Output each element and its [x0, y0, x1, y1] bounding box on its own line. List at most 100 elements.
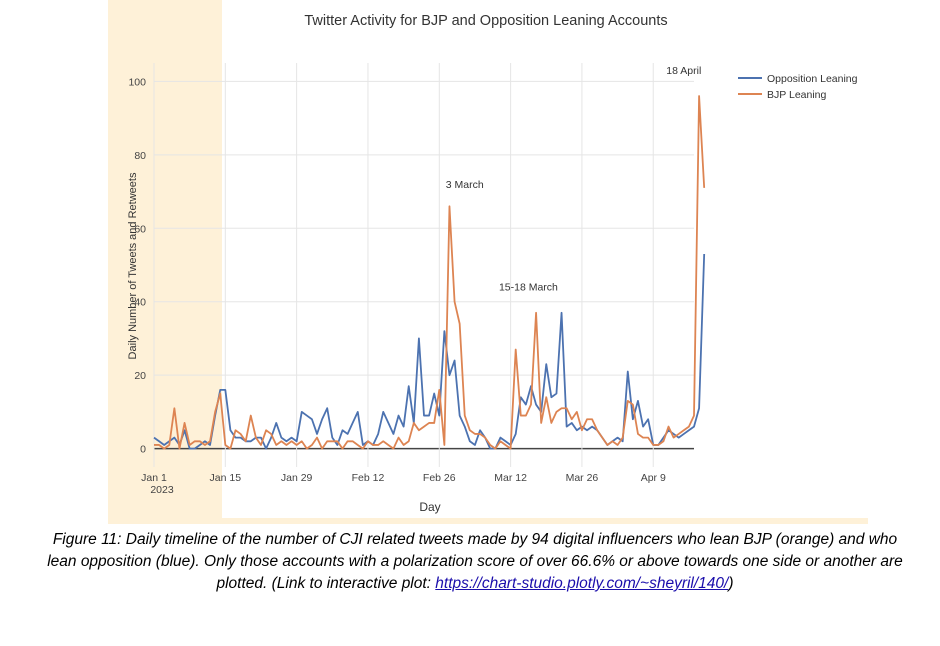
data-point-opposition — [357, 411, 359, 413]
data-point-opposition — [418, 338, 420, 340]
data-point-opposition — [591, 426, 593, 428]
series-opposition — [153, 253, 706, 450]
data-point-opposition — [622, 440, 624, 442]
data-point-bjp — [306, 448, 308, 450]
data-point-bjp — [663, 440, 665, 442]
legend-item-bjp[interactable]: BJP Leaning — [738, 89, 827, 101]
data-point-bjp — [438, 389, 440, 391]
data-point-bjp — [652, 444, 654, 446]
data-point-opposition — [469, 440, 471, 442]
data-point-opposition — [342, 429, 344, 431]
data-point-opposition — [352, 422, 354, 424]
data-point-opposition — [286, 440, 288, 442]
data-point-opposition — [500, 437, 502, 439]
data-point-bjp — [443, 444, 445, 446]
data-point-opposition — [632, 418, 634, 420]
legend-label-opposition: Opposition Leaning — [767, 73, 858, 85]
data-point-bjp — [418, 429, 420, 431]
data-point-bjp — [484, 437, 486, 439]
data-point-bjp — [224, 444, 226, 446]
data-point-bjp — [683, 429, 685, 431]
data-point-opposition — [408, 385, 410, 387]
data-point-opposition — [678, 437, 680, 439]
caption-close: ) — [728, 575, 734, 592]
data-point-bjp — [357, 444, 359, 446]
data-point-bjp — [387, 444, 389, 446]
data-point-bjp — [540, 422, 542, 424]
data-point-bjp — [632, 404, 634, 406]
data-point-bjp — [408, 440, 410, 442]
data-point-bjp — [703, 187, 705, 189]
data-point-bjp — [622, 437, 624, 439]
annotation-label: 15-18 March — [499, 282, 558, 294]
data-point-opposition — [454, 360, 456, 362]
data-point-opposition — [576, 429, 578, 431]
data-point-bjp — [459, 323, 461, 325]
x-tick-label: Jan 1 — [141, 472, 167, 484]
data-point-bjp — [698, 95, 700, 97]
gridlines — [153, 63, 694, 467]
figure-caption: Figure 11: Daily timeline of the number … — [40, 529, 910, 595]
data-point-bjp — [525, 415, 527, 417]
data-point-bjp — [688, 426, 690, 428]
data-point-opposition — [275, 422, 277, 424]
data-point-opposition — [698, 407, 700, 409]
data-point-bjp — [219, 393, 221, 395]
data-point-bjp — [321, 448, 323, 450]
data-point-bjp — [479, 433, 481, 435]
data-point-bjp — [494, 448, 496, 450]
data-point-opposition — [627, 371, 629, 373]
data-point-opposition — [377, 433, 379, 435]
data-point-bjp — [510, 448, 512, 450]
data-point-opposition — [398, 415, 400, 417]
data-point-bjp — [413, 422, 415, 424]
data-point-opposition — [158, 440, 160, 442]
data-point-opposition — [240, 437, 242, 439]
data-point-bjp — [255, 437, 257, 439]
data-point-bjp — [657, 444, 659, 446]
data-point-opposition — [194, 448, 196, 450]
data-point-opposition — [347, 433, 349, 435]
data-point-bjp — [179, 448, 181, 450]
data-point-bjp — [535, 312, 537, 314]
data-point-bjp — [530, 404, 532, 406]
y-tick-label: 40 — [134, 297, 146, 309]
legend-item-opposition[interactable]: Opposition Leaning — [738, 73, 858, 85]
annotation-label: 3 March — [446, 179, 484, 191]
x-tick-label: Jan 29 — [281, 472, 313, 484]
data-point-opposition — [362, 444, 364, 446]
y-tick-label: 100 — [128, 76, 146, 88]
data-point-bjp — [576, 411, 578, 413]
x-tick-label: Mar 26 — [566, 472, 599, 484]
caption-text: Figure 11: Daily timeline of the number … — [47, 531, 903, 592]
data-point-opposition — [153, 437, 155, 439]
data-point-opposition — [204, 440, 206, 442]
data-point-opposition — [571, 422, 573, 424]
data-point-bjp — [500, 440, 502, 442]
data-point-opposition — [443, 330, 445, 332]
data-point-opposition — [209, 444, 211, 446]
data-point-bjp — [464, 415, 466, 417]
x-tick-label: Mar 12 — [494, 472, 527, 484]
x-tick-label: Apr 9 — [641, 472, 666, 484]
data-point-opposition — [459, 415, 461, 417]
data-point-bjp — [184, 422, 186, 424]
data-point-opposition — [550, 396, 552, 398]
data-point-opposition — [326, 407, 328, 409]
data-point-bjp — [627, 400, 629, 402]
data-point-opposition — [235, 437, 237, 439]
series-line-bjp — [154, 95, 706, 450]
legend[interactable]: Opposition Leaning BJP Leaning — [738, 73, 858, 101]
data-point-bjp — [209, 440, 211, 442]
data-point-opposition — [642, 426, 644, 428]
data-point-opposition — [331, 437, 333, 439]
data-point-opposition — [637, 400, 639, 402]
interactive-plot-link[interactable]: https://chart-studio.plotly.com/~sheyril… — [435, 575, 729, 592]
data-point-bjp — [591, 418, 593, 420]
chart-title: Twitter Activity for BJP and Opposition … — [304, 13, 667, 29]
data-point-bjp — [250, 415, 252, 417]
legend-label-bjp: BJP Leaning — [767, 89, 827, 101]
data-point-opposition — [336, 444, 338, 446]
data-point-opposition — [306, 415, 308, 417]
